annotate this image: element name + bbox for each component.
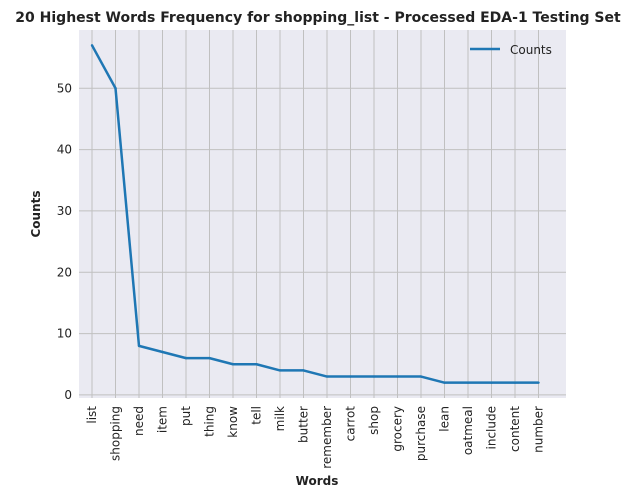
data-point xyxy=(255,363,258,366)
x-tick-label: item xyxy=(156,406,170,433)
y-tick-label: 50 xyxy=(57,81,72,95)
legend: Counts xyxy=(470,43,552,57)
legend-label-counts: Counts xyxy=(510,43,552,57)
y-axis-title: Counts xyxy=(29,190,43,237)
x-tick-label: oatmeal xyxy=(461,406,475,455)
y-axis-ticks: 0 10 20 30 40 50 xyxy=(57,81,72,402)
data-point xyxy=(349,375,352,378)
data-point xyxy=(302,369,305,372)
data-point xyxy=(537,381,540,384)
y-tick-label: 10 xyxy=(57,327,72,341)
x-tick-label: grocery xyxy=(391,406,405,452)
x-axis-ticks: list shopping need item put thing know tell milk… xyxy=(85,406,546,469)
x-tick-label: thing xyxy=(203,406,217,437)
x-tick-label: put xyxy=(179,406,193,426)
data-point xyxy=(278,369,282,372)
chart-title: 20 Highest Words Frequency for shopping_… xyxy=(15,10,621,26)
x-tick-label: milk xyxy=(273,406,287,431)
data-point xyxy=(114,87,117,90)
data-point xyxy=(419,375,423,378)
y-tick-label: 40 xyxy=(57,143,72,157)
data-point xyxy=(161,350,164,354)
data-point xyxy=(396,375,399,378)
data-point xyxy=(490,381,493,384)
y-tick-label: 20 xyxy=(57,265,72,279)
x-tick-label: carrot xyxy=(344,406,358,442)
x-axis-title: Words xyxy=(296,474,339,488)
data-point xyxy=(466,381,470,384)
data-point xyxy=(208,356,211,360)
x-tick-label: know xyxy=(226,406,240,438)
data-point xyxy=(325,375,329,378)
data-point xyxy=(184,356,188,360)
data-point xyxy=(90,44,94,47)
x-tick-label: shopping xyxy=(109,406,123,461)
data-point xyxy=(137,344,141,348)
x-tick-label: butter xyxy=(297,406,311,443)
data-point xyxy=(443,381,446,384)
x-tick-label: remember xyxy=(320,406,334,469)
x-tick-label: purchase xyxy=(414,406,428,461)
y-tick-label: 0 xyxy=(64,388,72,402)
x-tick-label: content xyxy=(508,406,522,452)
x-tick-label: tell xyxy=(250,406,264,425)
x-tick-label: number xyxy=(532,406,546,453)
data-point xyxy=(372,375,376,378)
x-tick-label: include xyxy=(485,406,499,449)
data-point xyxy=(231,363,235,366)
gridlines xyxy=(79,30,566,398)
y-tick-label: 30 xyxy=(57,204,72,218)
plot-area xyxy=(79,30,566,398)
series-layer xyxy=(90,44,540,384)
data-point xyxy=(513,381,517,384)
series-line-counts xyxy=(90,44,539,384)
x-tick-label: shop xyxy=(367,406,381,435)
x-tick-label: need xyxy=(132,406,146,436)
x-tick-label: list xyxy=(85,406,99,424)
x-tick-label: lean xyxy=(438,406,452,432)
